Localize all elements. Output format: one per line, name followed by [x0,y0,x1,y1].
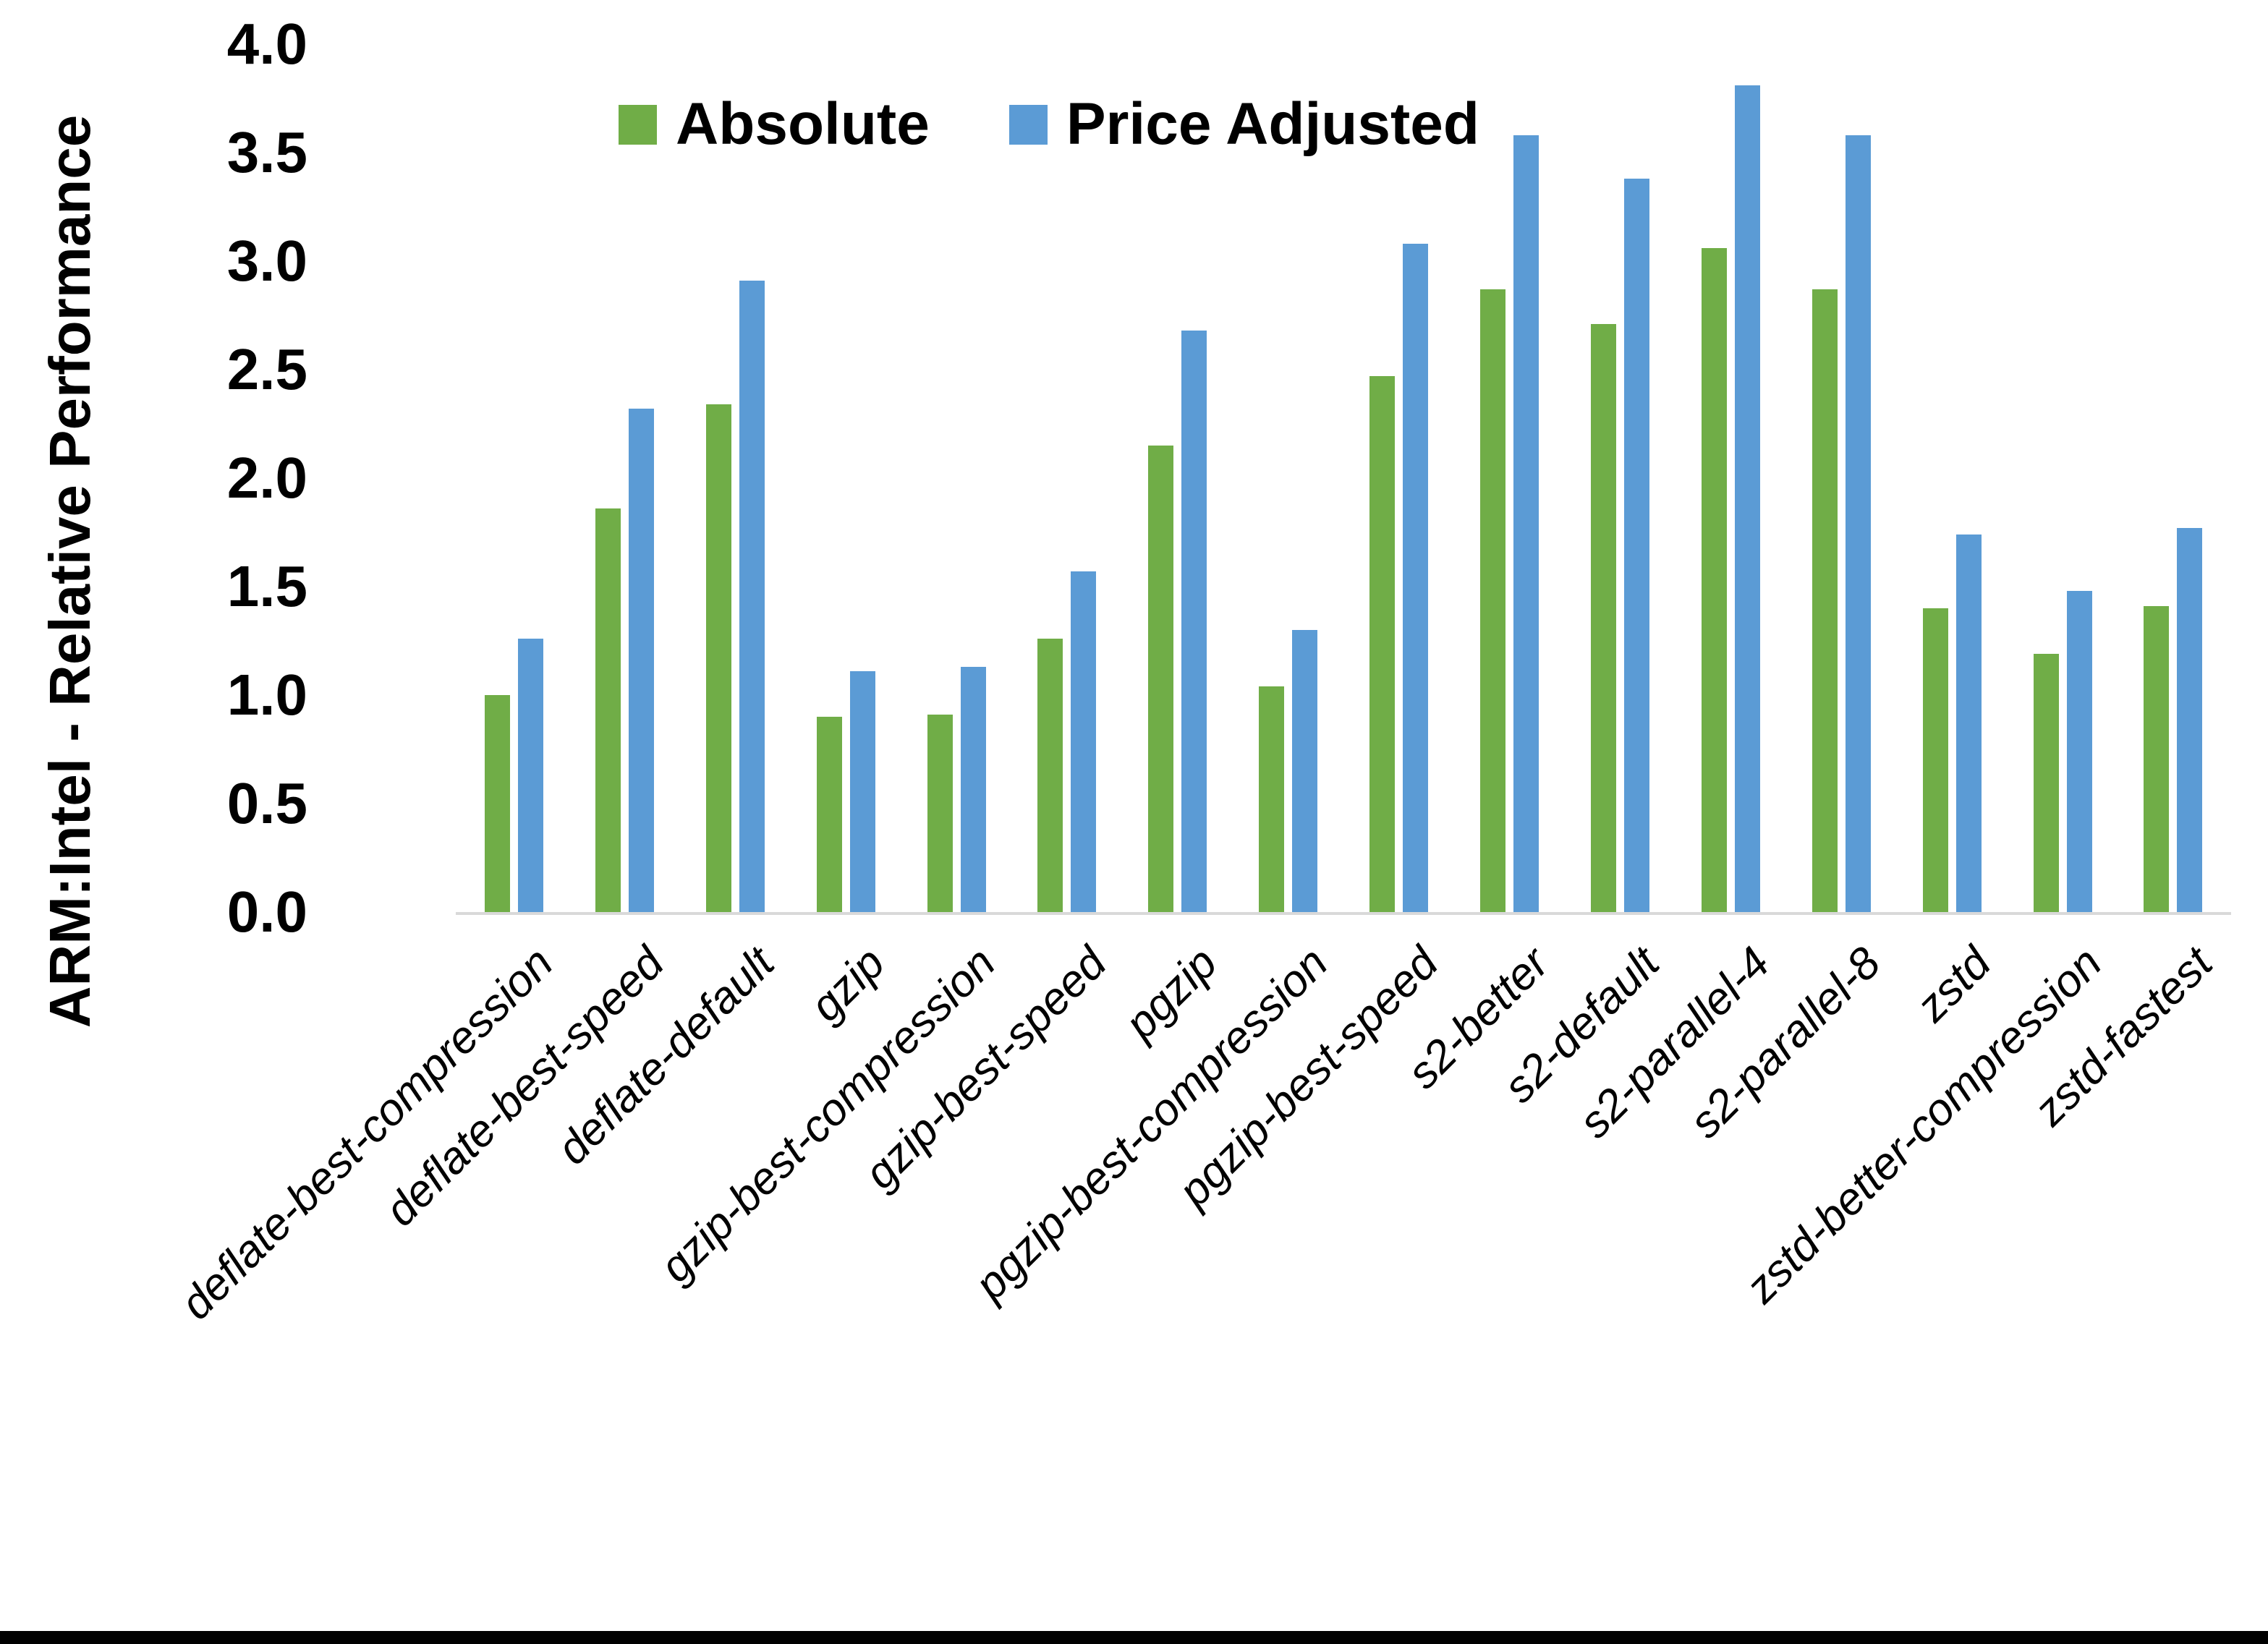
y-axis-tick-label: 0.0 [226,880,307,944]
legend-swatch-absolute-icon [619,104,658,145]
y-axis-tick-label: 4.0 [226,12,307,76]
bar-absolute-zstd-fastest [2144,606,2170,912]
bar-absolute-pgzip-best-compression [1259,686,1285,912]
bar-price-adjusted-zstd-fastest [2177,528,2203,912]
bar-price-adjusted-s2-parallel-8 [1845,135,1871,912]
y-axis-tick-label: 1.5 [226,554,307,618]
bar-absolute-gzip-best-compression [927,715,953,912]
bar-price-adjusted-zstd-better-compression [2066,591,2092,912]
bar-price-adjusted-gzip-best-speed [1071,571,1097,912]
y-axis-tick-label: 2.0 [226,446,307,510]
bar-price-adjusted-s2-parallel-4 [1734,85,1760,912]
y-axis-tick-label: 0.5 [226,771,307,835]
x-axis-category-label: gzip [801,937,895,1031]
chart-legend: Absolute Price Adjusted [0,90,2098,158]
bar-price-adjusted-zstd [1955,534,1982,912]
y-axis-tick-label: 2.5 [226,337,307,401]
bar-price-adjusted-s2-default [1623,179,1649,912]
y-axis-tick-label: 3.0 [226,229,307,293]
bar-absolute-pgzip-best-speed [1369,376,1396,912]
x-axis-category-label: zstd [1907,937,2001,1031]
bar-price-adjusted-pgzip [1181,331,1207,912]
bar-price-adjusted-s2-better [1513,135,1539,912]
bar-absolute-zstd-better-compression [2033,654,2059,912]
legend-label-price-adjusted: Price Adjusted [1066,91,1479,157]
bar-price-adjusted-gzip [849,671,875,912]
x-axis-line [456,912,2232,915]
bar-absolute-zstd [1922,608,1948,912]
bar-absolute-s2-parallel-4 [1701,248,1727,912]
bar-price-adjusted-deflate-best-speed [628,409,654,912]
legend-item-absolute: Absolute [619,90,930,158]
bar-price-adjusted-pgzip-best-compression [1292,630,1318,912]
bar-absolute-deflate-best-compression [484,695,510,912]
bar-price-adjusted-deflate-default [739,281,765,912]
bar-absolute-s2-parallel-8 [1812,289,1838,912]
bar-absolute-pgzip [1148,446,1174,912]
bar-price-adjusted-deflate-best-compression [517,639,543,912]
bar-absolute-deflate-default [705,404,731,912]
y-axis-tick-label: 3.5 [226,120,307,184]
bar-absolute-deflate-best-speed [595,508,621,912]
bar-price-adjusted-pgzip-best-speed [1403,244,1429,912]
bar-absolute-s2-better [1480,289,1506,912]
bar-price-adjusted-gzip-best-compression [960,667,986,912]
bar-absolute-gzip-best-speed [1037,639,1063,912]
legend-item-price-adjusted: Price Adjusted [1008,90,1479,158]
legend-label-absolute: Absolute [676,91,930,157]
bottom-black-strip [0,1631,2268,1644]
y-axis-tick-label: 1.0 [226,663,307,727]
bar-absolute-gzip [816,717,842,912]
legend-swatch-price-adjusted-icon [1008,104,1048,145]
bar-absolute-s2-default [1590,324,1616,912]
